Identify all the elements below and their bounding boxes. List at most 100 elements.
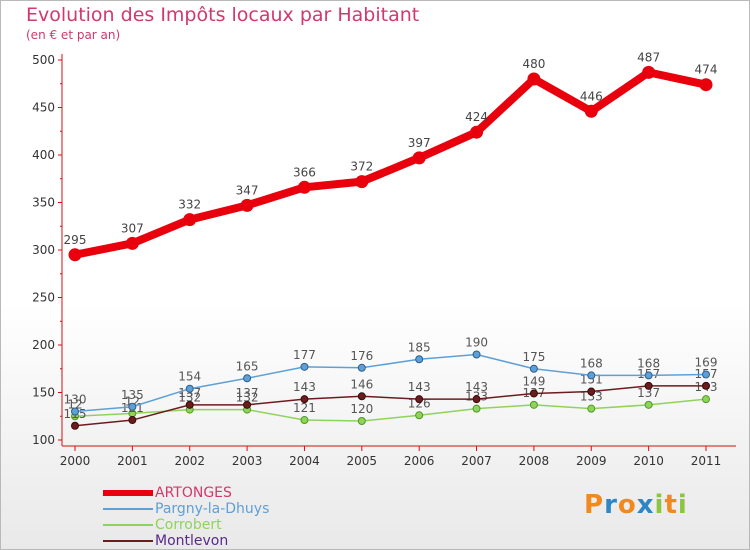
data-label-artonges: 480 xyxy=(522,57,545,71)
data-point-artonges xyxy=(355,175,369,189)
data-point-montlevon xyxy=(71,421,79,430)
data-point-artonges xyxy=(68,248,82,262)
logo-letter: x xyxy=(636,490,655,520)
data-point-pargny-la-dhuys xyxy=(702,370,710,379)
data-label-corrobert: 133 xyxy=(580,390,603,404)
data-point-corrobert xyxy=(587,404,596,413)
data-point-montlevon xyxy=(472,395,481,404)
legend-swatch xyxy=(103,490,153,496)
data-point-pargny-la-dhuys xyxy=(243,374,252,383)
data-point-artonges xyxy=(412,151,426,165)
data-point-artonges xyxy=(699,78,713,92)
data-label-artonges: 366 xyxy=(293,165,316,179)
data-point-montlevon xyxy=(644,381,653,390)
data-point-artonges xyxy=(183,213,197,227)
y-tick-label: 150 xyxy=(32,386,55,400)
y-tick-label: 300 xyxy=(32,243,55,257)
legend-swatch xyxy=(103,524,153,526)
legend-label: ARTONGES xyxy=(155,485,232,501)
data-point-pargny-la-dhuys xyxy=(415,355,424,364)
data-point-montlevon xyxy=(587,387,596,396)
x-tick-label: 2003 xyxy=(232,454,263,468)
data-point-pargny-la-dhuys xyxy=(587,371,596,380)
data-label-montlevon: 137 xyxy=(178,386,201,400)
data-point-montlevon xyxy=(702,381,710,390)
data-point-montlevon xyxy=(415,395,424,404)
logo-letter: i xyxy=(654,490,665,520)
x-tick-label: 2008 xyxy=(519,454,550,468)
data-label-pargny-la-dhuys: 175 xyxy=(522,350,545,364)
data-label-pargny-la-dhuys: 176 xyxy=(350,349,373,363)
logo-letter: i xyxy=(677,490,688,520)
data-point-pargny-la-dhuys xyxy=(357,363,366,372)
x-tick-label: 2005 xyxy=(347,454,378,468)
data-label-montlevon: 143 xyxy=(408,380,431,394)
data-point-pargny-la-dhuys xyxy=(71,407,79,416)
x-tick-label: 2004 xyxy=(289,454,320,468)
logo-letter: r xyxy=(604,490,618,520)
series-line-artonges xyxy=(71,68,710,259)
logo-letter: t xyxy=(664,490,678,520)
y-tick-label: 350 xyxy=(32,196,55,210)
data-label-artonges: 332 xyxy=(178,198,201,212)
data-point-pargny-la-dhuys xyxy=(529,364,538,373)
x-tick-label: 2001 xyxy=(117,454,148,468)
data-point-pargny-la-dhuys xyxy=(185,384,194,393)
x-tick-label: 2011 xyxy=(691,454,722,468)
series-line-pargny-la-dhuys xyxy=(74,353,707,413)
x-tick-label: 2006 xyxy=(404,454,435,468)
data-point-corrobert xyxy=(644,400,653,409)
data-label-pargny-la-dhuys: 165 xyxy=(236,359,259,373)
data-point-corrobert xyxy=(702,395,710,404)
data-point-pargny-la-dhuys xyxy=(644,371,653,380)
data-label-pargny-la-dhuys: 130 xyxy=(64,393,87,407)
x-tick-label: 2007 xyxy=(461,454,492,468)
chart-title: Evolution des Impôts locaux par Habitant xyxy=(26,4,420,26)
proxiti-logo: Proxiti xyxy=(584,490,688,520)
data-label-pargny-la-dhuys: 169 xyxy=(695,355,718,369)
y-tick-label: 100 xyxy=(32,433,55,447)
data-point-artonges xyxy=(527,72,541,86)
legend-label: Pargny-la-Dhuys xyxy=(155,501,270,517)
data-label-artonges: 446 xyxy=(580,89,603,103)
legend-label: Montlevon xyxy=(155,533,229,549)
y-tick-label: 200 xyxy=(32,338,55,352)
data-label-pargny-la-dhuys: 154 xyxy=(178,370,201,384)
data-label-artonges: 397 xyxy=(408,136,431,150)
x-tick-label: 2002 xyxy=(174,454,205,468)
data-label-corrobert: 132 xyxy=(236,391,259,405)
legend-swatch xyxy=(103,540,153,542)
data-label-pargny-la-dhuys: 185 xyxy=(408,340,431,354)
data-label-pargny-la-dhuys: 190 xyxy=(465,336,488,350)
logo-letter: P xyxy=(584,490,605,520)
data-label-pargny-la-dhuys: 177 xyxy=(293,348,316,362)
data-point-montlevon xyxy=(529,389,538,398)
data-point-montlevon xyxy=(300,395,309,404)
data-point-corrobert xyxy=(357,417,366,425)
data-point-artonges xyxy=(240,198,254,212)
data-label-pargny-la-dhuys: 168 xyxy=(580,356,603,370)
data-label-artonges: 474 xyxy=(695,63,718,77)
chart-subtitle: (en € et par an) xyxy=(26,28,121,42)
data-label-artonges: 487 xyxy=(637,50,660,64)
data-label-corrobert: 120 xyxy=(350,402,373,416)
data-point-montlevon xyxy=(185,400,194,409)
data-point-corrobert xyxy=(472,404,481,413)
data-point-artonges xyxy=(297,180,311,194)
data-point-pargny-la-dhuys xyxy=(128,402,137,411)
data-label-artonges: 347 xyxy=(236,183,259,197)
data-label-corrobert: 132 xyxy=(178,391,201,405)
data-point-pargny-la-dhuys xyxy=(300,362,309,371)
y-tick-label: 250 xyxy=(32,291,55,305)
x-tick-label: 2010 xyxy=(633,454,664,468)
logo-letter: o xyxy=(617,490,637,520)
data-label-pargny-la-dhuys: 168 xyxy=(637,356,660,370)
data-label-artonges: 295 xyxy=(64,233,87,247)
data-point-artonges xyxy=(125,236,139,250)
data-point-corrobert xyxy=(415,411,424,420)
data-point-pargny-la-dhuys xyxy=(472,350,481,359)
data-label-montlevon: 143 xyxy=(465,380,488,394)
x-tick-label: 2000 xyxy=(60,454,91,468)
data-label-artonges: 372 xyxy=(350,160,373,174)
